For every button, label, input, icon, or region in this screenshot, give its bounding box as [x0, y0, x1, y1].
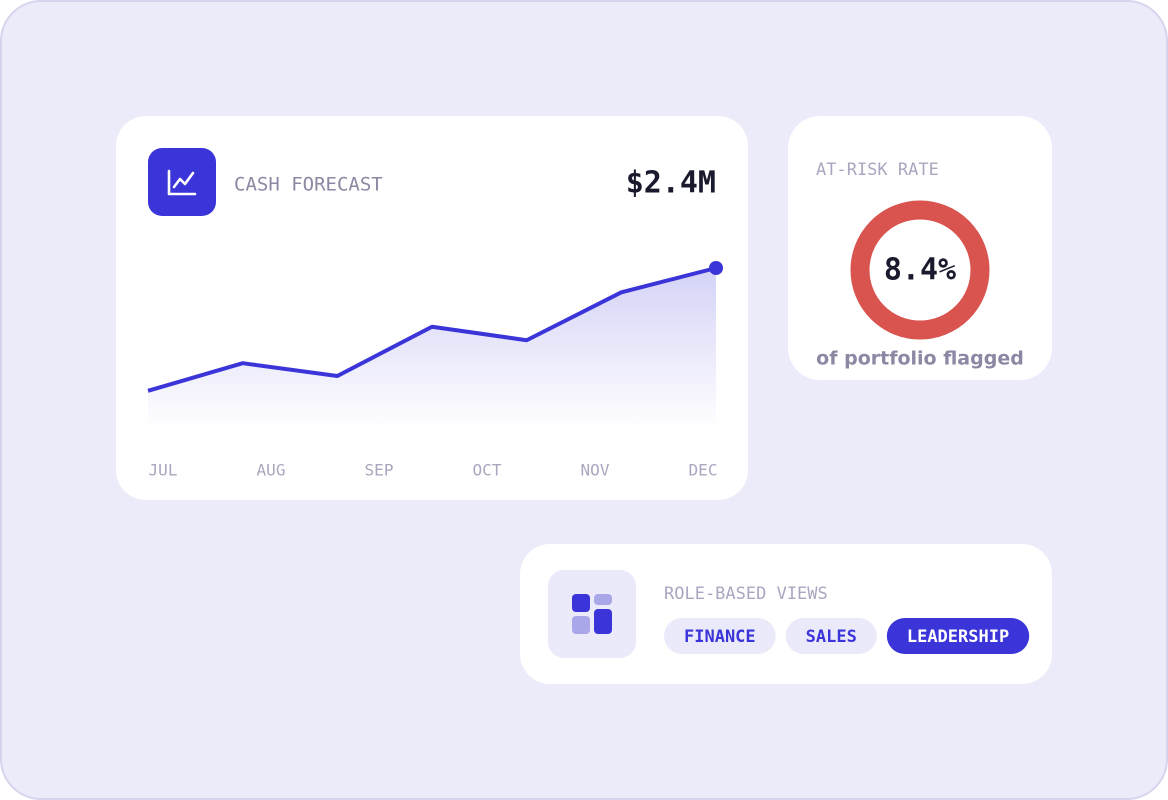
option-label[interactable]: SALES [806, 627, 857, 647]
chart-icon [167, 169, 197, 196]
chart: JUL AUG SEP OCT NOV DEC [147, 261, 723, 480]
view-options: FINANCE SALES LEADERSHIP [664, 618, 1030, 654]
option-pill-selected[interactable] [886, 618, 1030, 654]
risk-card [788, 116, 1052, 380]
end-point [709, 261, 723, 275]
option-label[interactable]: LEADERSHIP [907, 627, 1009, 647]
views-icon [572, 594, 612, 634]
area [148, 268, 716, 430]
option-pill[interactable] [785, 618, 877, 654]
views-icon-bg [548, 570, 636, 658]
option-label[interactable]: FINANCE [684, 627, 756, 647]
x-label: JUL [149, 461, 178, 480]
risk-ring [850, 200, 990, 340]
risk-title: AT-RISK RATE [816, 160, 939, 180]
card-title: CASH FORECAST [234, 174, 383, 196]
risk-caption: of portfolio flagged [816, 348, 1024, 370]
line [147, 266, 717, 393]
x-label: SEP [365, 461, 394, 480]
x-label: OCT [473, 461, 502, 480]
x-label: AUG [257, 461, 286, 480]
views-title: ROLE-BASED VIEWS [664, 584, 828, 604]
risk-rate: 8.4% [884, 253, 956, 288]
headline: $2.4M [626, 166, 716, 201]
x-label: NOV [581, 461, 610, 480]
option-pill[interactable] [664, 618, 776, 654]
x-label: DEC [689, 461, 718, 480]
